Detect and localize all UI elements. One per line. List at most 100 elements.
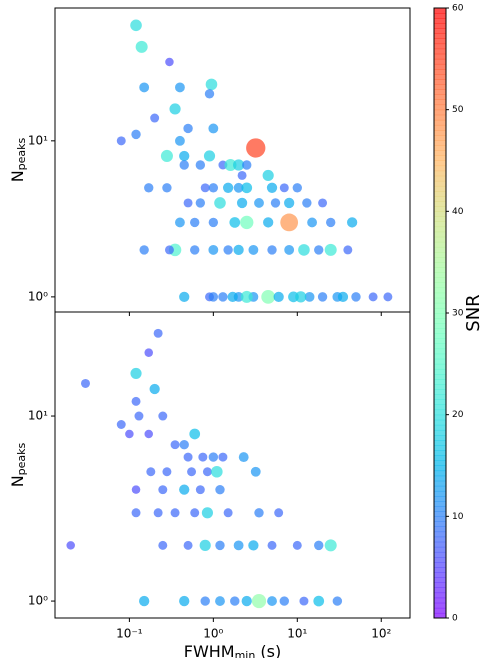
point <box>383 292 393 302</box>
colorbar-step <box>434 155 446 161</box>
colorbar-step <box>434 541 446 548</box>
point <box>134 411 144 421</box>
colorbar-step <box>434 175 446 182</box>
point <box>274 508 284 518</box>
colorbar-step <box>434 140 446 146</box>
colorbar-step <box>434 379 446 385</box>
colorbar-step <box>434 267 446 273</box>
colorbar-gradient <box>434 8 446 619</box>
point <box>343 245 353 255</box>
point <box>144 183 154 193</box>
colorbar-step <box>434 302 446 309</box>
colorbar-tick-label: 60 <box>452 4 464 14</box>
colorbar-step <box>434 496 446 502</box>
colorbar-label: SNR <box>463 294 484 331</box>
point <box>284 197 295 209</box>
point <box>233 159 245 171</box>
colorbar-step <box>434 262 446 268</box>
point <box>169 103 181 115</box>
point <box>242 160 252 170</box>
point <box>238 452 249 463</box>
point <box>233 182 244 193</box>
colorbar-step <box>434 343 446 350</box>
point <box>208 452 219 462</box>
point <box>280 213 299 232</box>
colorbar-step <box>434 348 446 355</box>
point <box>324 539 337 552</box>
colorbar-step <box>434 272 446 278</box>
colorbar-step <box>434 104 446 111</box>
point <box>208 183 219 193</box>
point <box>215 484 225 495</box>
point <box>175 82 185 93</box>
point <box>150 113 160 123</box>
colorbar-step <box>434 150 446 156</box>
colorbar-step <box>434 353 446 360</box>
colorbar-step <box>434 201 446 207</box>
y-axis-label-part: peaks <box>15 137 28 170</box>
point <box>251 593 267 609</box>
point <box>267 540 277 550</box>
point <box>324 243 337 256</box>
colorbar-step <box>434 536 446 543</box>
colorbar-step <box>434 490 446 497</box>
point <box>302 198 312 208</box>
point <box>131 485 141 494</box>
colorbar-step <box>434 429 446 436</box>
point <box>205 78 218 91</box>
colorbar-step <box>434 206 446 212</box>
point <box>190 245 200 255</box>
colorbar-step <box>434 511 446 517</box>
colorbar-step <box>434 506 446 512</box>
colorbar-step <box>434 440 446 446</box>
point <box>233 540 244 551</box>
colorbar-step <box>434 28 446 34</box>
point <box>248 540 259 551</box>
x-tick-label: 10⁻¹ <box>116 627 143 641</box>
point <box>314 245 324 255</box>
colorbar-step <box>434 526 446 533</box>
colorbar-step <box>434 180 446 187</box>
colorbar-step <box>434 612 446 619</box>
point <box>179 484 190 495</box>
x-tick-label: 10⁰ <box>203 627 223 641</box>
colorbar-step <box>434 145 446 151</box>
point <box>153 508 163 518</box>
point <box>223 508 233 518</box>
colorbar-step <box>434 297 446 304</box>
colorbar-step <box>434 79 446 85</box>
point <box>116 136 126 146</box>
point <box>250 466 261 477</box>
point <box>189 428 201 440</box>
colorbar-step <box>434 562 446 568</box>
colorbar-step <box>434 587 446 594</box>
colorbar-step <box>434 328 446 334</box>
point <box>254 508 264 518</box>
point <box>116 420 126 429</box>
point <box>146 467 156 477</box>
colorbar-step <box>434 135 446 141</box>
colorbar-step <box>434 287 446 294</box>
point <box>314 540 324 551</box>
point <box>298 244 310 256</box>
colorbar-step <box>434 521 446 527</box>
point <box>162 467 172 477</box>
point <box>346 217 358 228</box>
point <box>165 57 174 67</box>
colorbar-step <box>434 53 446 60</box>
point <box>279 183 289 193</box>
colorbar-step <box>434 63 446 70</box>
point <box>224 158 237 172</box>
colorbar-step <box>434 419 446 426</box>
colorbar-step <box>434 221 446 228</box>
colorbar-step <box>434 368 446 375</box>
colorbar-step <box>434 18 446 24</box>
point <box>135 40 148 53</box>
y-tick-label: 10⁰ <box>28 289 48 303</box>
point <box>261 289 276 304</box>
point <box>190 508 200 518</box>
colorbar-step <box>434 58 446 65</box>
point <box>292 540 302 550</box>
colorbar-tick-label: 30 <box>452 309 464 319</box>
